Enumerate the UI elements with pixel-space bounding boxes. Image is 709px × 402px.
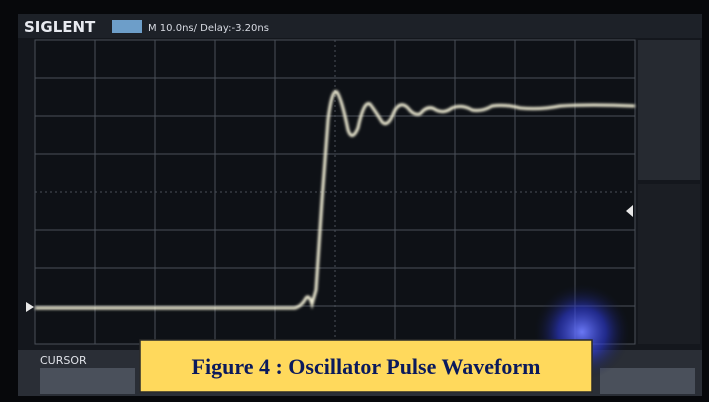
graticule	[35, 40, 635, 344]
oscilloscope-photo: SIGLENT M 10.0ns/ Delay:-3.20ns CURSOR F…	[0, 0, 709, 402]
menu-button	[600, 368, 695, 394]
side-panel	[638, 40, 700, 180]
timebase: M 10.0ns/ Delay:-3.20ns	[148, 23, 269, 34]
status-box	[112, 20, 142, 33]
brand: SIGLENT	[24, 18, 96, 36]
side-panel	[638, 184, 700, 344]
caption: Figure 4 : Oscillator Pulse Waveform	[192, 354, 541, 379]
menu-label: CURSOR	[40, 354, 87, 367]
menu-button	[40, 368, 135, 394]
